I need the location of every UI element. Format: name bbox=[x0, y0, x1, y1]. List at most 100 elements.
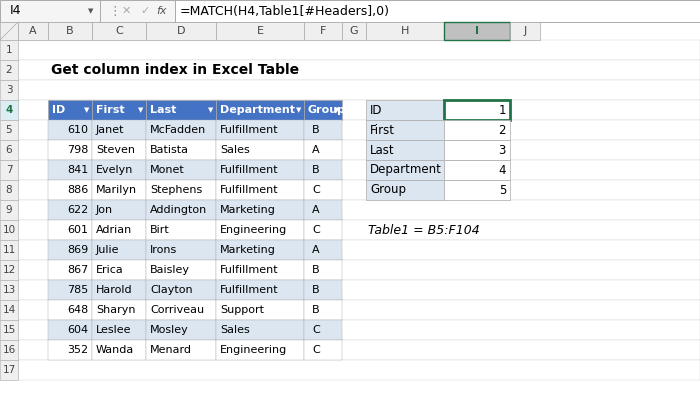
Text: B: B bbox=[66, 26, 74, 36]
Text: 7: 7 bbox=[6, 165, 13, 175]
Text: Sharyn: Sharyn bbox=[96, 305, 136, 315]
Text: Batista: Batista bbox=[150, 145, 189, 155]
Bar bbox=[92, 160, 146, 180]
Bar bbox=[216, 160, 304, 180]
Text: Baisley: Baisley bbox=[150, 265, 190, 275]
Text: Department: Department bbox=[370, 164, 442, 176]
Text: Fulfillment: Fulfillment bbox=[220, 125, 279, 135]
Bar bbox=[304, 240, 342, 260]
Text: Evelyn: Evelyn bbox=[96, 165, 134, 175]
Text: ▼: ▼ bbox=[295, 107, 301, 113]
Bar bbox=[92, 240, 146, 260]
Bar bbox=[0, 100, 18, 120]
Text: Wanda: Wanda bbox=[96, 345, 134, 355]
Text: 9: 9 bbox=[6, 205, 13, 215]
Text: Stephens: Stephens bbox=[150, 185, 202, 195]
Bar bbox=[18, 180, 700, 200]
Bar bbox=[92, 140, 146, 160]
Bar bbox=[366, 100, 444, 120]
Bar bbox=[444, 140, 510, 160]
Text: 14: 14 bbox=[2, 305, 15, 315]
Bar bbox=[18, 60, 700, 80]
Text: 1: 1 bbox=[498, 104, 506, 116]
Text: Sales: Sales bbox=[220, 145, 250, 155]
Text: Fulfillment: Fulfillment bbox=[220, 285, 279, 295]
Bar bbox=[0, 160, 18, 180]
Bar bbox=[18, 240, 700, 260]
Text: E: E bbox=[256, 26, 263, 36]
Bar bbox=[444, 100, 510, 120]
Bar bbox=[18, 280, 700, 300]
Text: Table1 = B5:F104: Table1 = B5:F104 bbox=[368, 224, 480, 236]
Bar bbox=[146, 160, 216, 180]
Bar bbox=[0, 300, 18, 320]
Bar bbox=[48, 220, 92, 240]
Bar bbox=[216, 280, 304, 300]
Bar bbox=[18, 320, 700, 340]
Bar bbox=[18, 80, 700, 100]
Bar bbox=[0, 340, 18, 360]
Bar bbox=[92, 300, 146, 320]
Text: Julie: Julie bbox=[96, 245, 120, 255]
Text: 2: 2 bbox=[498, 124, 506, 136]
Bar bbox=[146, 280, 216, 300]
Bar bbox=[304, 100, 342, 120]
Text: 1: 1 bbox=[6, 45, 13, 55]
Text: ⋮: ⋮ bbox=[108, 4, 120, 18]
Bar bbox=[304, 22, 342, 40]
Bar bbox=[0, 240, 18, 260]
Bar bbox=[510, 22, 540, 40]
Bar bbox=[216, 120, 304, 140]
Bar bbox=[444, 160, 510, 180]
Bar bbox=[146, 140, 216, 160]
Text: 13: 13 bbox=[2, 285, 15, 295]
Text: G: G bbox=[350, 26, 358, 36]
Text: Fulfillment: Fulfillment bbox=[220, 265, 279, 275]
Text: ID: ID bbox=[52, 105, 65, 115]
Text: 785: 785 bbox=[66, 285, 88, 295]
Bar bbox=[146, 300, 216, 320]
Bar bbox=[146, 220, 216, 240]
Text: Addington: Addington bbox=[150, 205, 207, 215]
Bar bbox=[146, 260, 216, 280]
Bar bbox=[18, 120, 700, 140]
Text: Corriveau: Corriveau bbox=[150, 305, 204, 315]
Text: ✕: ✕ bbox=[122, 6, 132, 16]
Bar bbox=[48, 140, 92, 160]
Text: ▼: ▼ bbox=[88, 8, 93, 14]
Bar bbox=[18, 200, 700, 220]
Bar bbox=[0, 180, 18, 200]
Text: A: A bbox=[29, 26, 37, 36]
Text: 841: 841 bbox=[66, 165, 88, 175]
Bar bbox=[304, 160, 342, 180]
Bar bbox=[18, 300, 700, 320]
Bar bbox=[0, 120, 18, 140]
Text: A: A bbox=[312, 245, 320, 255]
Bar bbox=[366, 180, 444, 200]
Bar bbox=[146, 240, 216, 260]
Text: C: C bbox=[312, 325, 320, 335]
Bar bbox=[48, 180, 92, 200]
Text: Marketing: Marketing bbox=[220, 205, 276, 215]
Text: Steven: Steven bbox=[96, 145, 135, 155]
Text: 610: 610 bbox=[67, 125, 88, 135]
Bar bbox=[304, 200, 342, 220]
Text: Marilyn: Marilyn bbox=[96, 185, 137, 195]
Bar bbox=[48, 320, 92, 340]
Text: First: First bbox=[96, 105, 125, 115]
Text: ▼: ▼ bbox=[334, 107, 339, 113]
Bar bbox=[175, 0, 700, 22]
Text: First: First bbox=[370, 124, 395, 136]
Text: 2: 2 bbox=[6, 65, 13, 75]
Text: Birt: Birt bbox=[150, 225, 169, 235]
Text: J: J bbox=[524, 26, 526, 36]
Text: A: A bbox=[312, 145, 320, 155]
Text: McFadden: McFadden bbox=[150, 125, 206, 135]
Bar bbox=[444, 180, 510, 200]
Text: B: B bbox=[312, 265, 320, 275]
Bar bbox=[18, 340, 700, 360]
Bar bbox=[48, 260, 92, 280]
Text: Department: Department bbox=[220, 105, 295, 115]
Bar bbox=[304, 340, 342, 360]
Bar bbox=[216, 300, 304, 320]
